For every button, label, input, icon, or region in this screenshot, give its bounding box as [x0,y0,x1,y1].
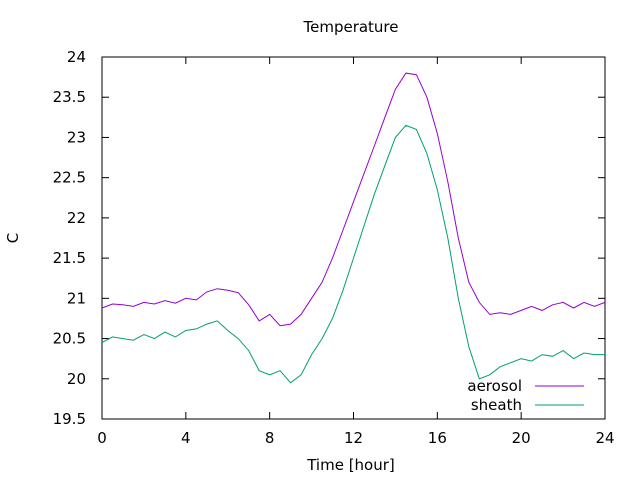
axis-ticks [101,56,606,420]
series-lines [101,72,606,384]
y-tick-label: 20 [67,370,86,388]
x-tick-label: 0 [97,429,107,447]
legend-label-aerosol: aerosol [467,377,522,395]
y-tick-label: 22 [67,209,86,227]
x-tick-label: 16 [428,429,447,447]
x-tick-label: 20 [512,429,531,447]
x-tick-label: 12 [344,429,363,447]
axis-tick-labels: 0 4 8 12 16 20 24 19.5 20 20.5 21 21.5 22 22.5 23 23.5 2… [53,48,615,447]
y-tick-label: 20.5 [53,330,86,348]
y-axis-label: C [4,233,22,243]
x-tick-label: 8 [265,429,275,447]
y-tick-label: 23.5 [53,88,86,106]
y-tick-label: 21 [67,289,86,307]
series-line-aerosol [101,72,606,327]
y-tick-label: 24 [67,48,86,66]
x-axis-label: Time [hour] [306,456,395,474]
chart-title: Temperature [302,18,398,36]
y-tick-label: 22.5 [53,169,86,187]
legend-label-sheath: sheath [471,396,522,414]
y-tick-label: 19.5 [53,410,86,428]
x-tick-label: 24 [595,429,614,447]
x-tick-label: 4 [181,429,191,447]
y-tick-label: 21.5 [53,249,86,267]
plot-frame [101,56,606,420]
y-tick-label: 23 [67,128,86,146]
series-line-sheath [101,124,605,384]
legend: aerosol sheath [467,377,584,414]
